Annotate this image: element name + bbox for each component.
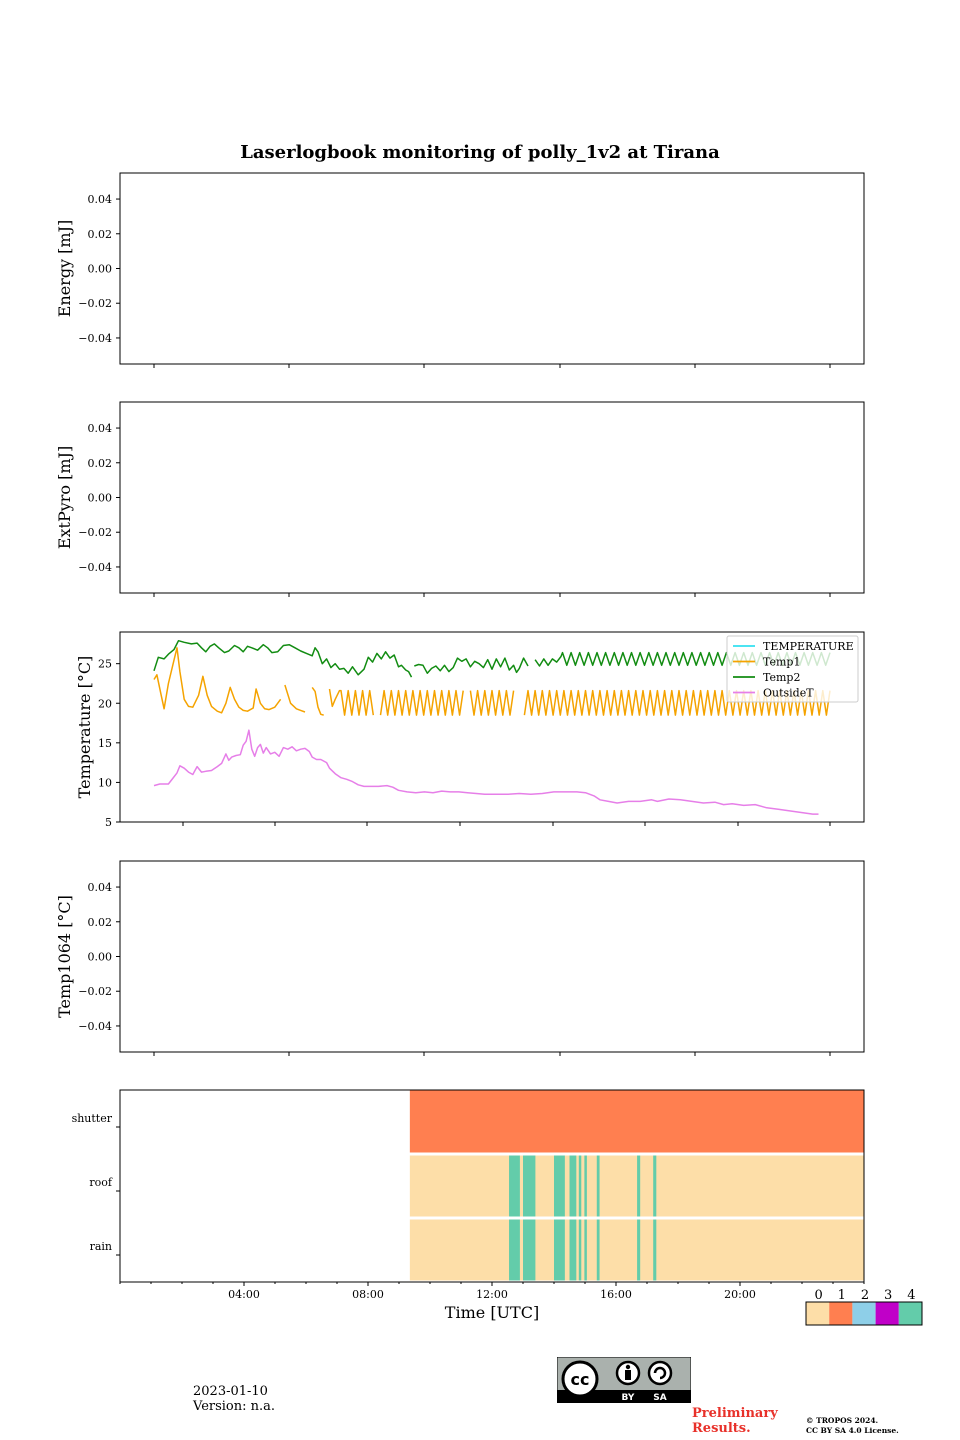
heatmap-event-rain: [554, 1219, 565, 1281]
cc-by-label: BY: [622, 1393, 635, 1403]
copyright-line-1: © TROPOS 2024.: [806, 1416, 879, 1425]
panel-1: 0.04 0.02 0.00 −0.02 −0.04 Energy [mJ]: [55, 172, 865, 368]
heatmap-event-rain: [584, 1219, 587, 1281]
y-axis-label: ExtPyro [mJ]: [55, 446, 74, 549]
row-label-shutter: shutter: [72, 1112, 113, 1125]
heatmap-cell-roof: [409, 1155, 864, 1217]
version-text: Version: n.a.: [193, 1399, 276, 1414]
panel-2: 0.04 0.02 0.00 −0.02 −0.04 ExtPyro [mJ]: [55, 401, 865, 597]
y-tick-label: 0.04: [88, 422, 113, 435]
panel-frame: [119, 401, 865, 594]
row-label-rain: rain: [90, 1240, 112, 1253]
heatmap-event-rain: [637, 1219, 641, 1281]
heatmap-event-rain: [509, 1219, 520, 1281]
colorbar-segment: [829, 1302, 853, 1325]
cc-icon: [561, 1360, 599, 1398]
heatmap-cell-rain: [409, 1219, 864, 1281]
legend-entry: OutsideT: [763, 687, 814, 700]
legend-entry: TEMPERATURE: [763, 640, 854, 653]
y-tick-label: 5: [105, 816, 112, 829]
x-tick-label: 12:00: [476, 1288, 508, 1301]
cc-sa-label: SA: [653, 1393, 666, 1403]
heatmap-event-rain: [569, 1219, 577, 1281]
y-tick-label: 0.04: [88, 881, 113, 894]
legend-entry: Temp2: [763, 671, 800, 684]
y-axis-label: Temperature [°C]: [75, 656, 94, 799]
copyright-note: © TROPOS 2024. CC BY SA 4.0 License.: [806, 1416, 899, 1436]
y-tick-label: 0.00: [88, 263, 113, 276]
y-tick-label: 0.02: [88, 228, 113, 241]
chart-title: Laserlogbook monitoring of polly_1v2 at …: [240, 142, 720, 163]
colorbar-label: 3: [884, 1288, 892, 1303]
row-label-roof: roof: [89, 1176, 113, 1189]
preliminary-results-note: Preliminary Results.: [692, 1406, 778, 1436]
heatmap-event-rain: [523, 1219, 536, 1281]
y-axis-label: Temp1064 [°C]: [55, 895, 74, 1018]
heatmap-cell-shutter: [409, 1090, 864, 1153]
heatmap-event-roof: [554, 1155, 565, 1217]
heatmap-event-roof: [596, 1155, 600, 1217]
y-tick-label: −0.02: [78, 526, 112, 539]
y-tick-label: 15: [98, 737, 112, 750]
colorbar-frame: [805, 1301, 923, 1326]
y-tick-label: 0.04: [88, 193, 113, 206]
heatmap-event-roof: [584, 1155, 587, 1217]
y-tick-label: −0.04: [78, 1020, 112, 1033]
panel-4: 0.04 0.02 0.00 −0.02 −0.04 Temp1064 [°C]: [55, 860, 865, 1056]
panel-frame: [119, 631, 865, 823]
colorbar-label: 2: [861, 1288, 869, 1303]
legend-entry: Temp1: [763, 656, 800, 669]
colorbar-segment: [898, 1302, 922, 1325]
y-tick-label: 0.02: [88, 916, 113, 929]
colorbar-segment: [852, 1302, 876, 1325]
y-tick-label: −0.02: [78, 985, 112, 998]
y-tick-label: −0.04: [78, 561, 112, 574]
share-alike-icon: [647, 1360, 673, 1386]
y-tick-label: 0.00: [88, 492, 113, 505]
y-tick-label: 20: [98, 697, 112, 710]
panel-frame: [119, 172, 865, 365]
heatmap-event-rain: [596, 1219, 600, 1281]
heatmap-event-roof: [637, 1155, 641, 1217]
x-tick-label: 08:00: [352, 1288, 384, 1301]
y-tick-label: −0.02: [78, 297, 112, 310]
heatmap-event-roof: [509, 1155, 520, 1217]
panel-5-status-heatmap: shutter roof rain 04:00 08:00 12:00 16:00 20:00…: [72, 1089, 865, 1322]
colorbar-label: 0: [814, 1288, 822, 1303]
colorbar-label: 4: [907, 1288, 915, 1303]
x-tick-label: 20:00: [724, 1288, 756, 1301]
colorbar-segment: [875, 1302, 899, 1325]
colorbar-segment: [806, 1302, 830, 1325]
cc-by-sa-license-badge: cc BY SA: [557, 1357, 691, 1403]
svg-text:cc: cc: [571, 1370, 590, 1389]
legend-box: [726, 635, 859, 703]
y-tick-label: 0.00: [88, 951, 113, 964]
heatmap-event-roof: [523, 1155, 536, 1217]
heatmap-event-roof: [569, 1155, 577, 1217]
heatmap-event-roof: [653, 1155, 657, 1217]
y-tick-label: 0.02: [88, 457, 113, 470]
y-tick-label: 25: [98, 658, 112, 671]
colorbar-label: 1: [838, 1288, 846, 1303]
copyright-line-2: CC BY SA 4.0 License.: [806, 1426, 899, 1435]
x-tick-label: 16:00: [600, 1288, 632, 1301]
y-tick-label: 10: [98, 776, 112, 789]
panel-3: 25 20 15 10 5 Temperature [°C] TEMPERATURE Temp…: [75, 631, 865, 829]
y-axis-label: Energy [mJ]: [55, 220, 74, 318]
heatmap-event-rain: [578, 1219, 582, 1281]
panel-frame: [119, 860, 865, 1053]
legend: TEMPERATURE Temp1 Temp2 OutsideT: [726, 635, 859, 703]
heatmap-event-rain: [653, 1219, 657, 1281]
heatmap-event-roof: [578, 1155, 582, 1217]
date-text: 2023-01-10: [193, 1384, 268, 1399]
y-tick-label: −0.04: [78, 332, 112, 345]
x-axis-label: Time [UTC]: [445, 1303, 539, 1322]
x-tick-label: 04:00: [228, 1288, 260, 1301]
series-line-temp1: [153, 647, 831, 716]
series-line-outsidet: [153, 729, 819, 815]
